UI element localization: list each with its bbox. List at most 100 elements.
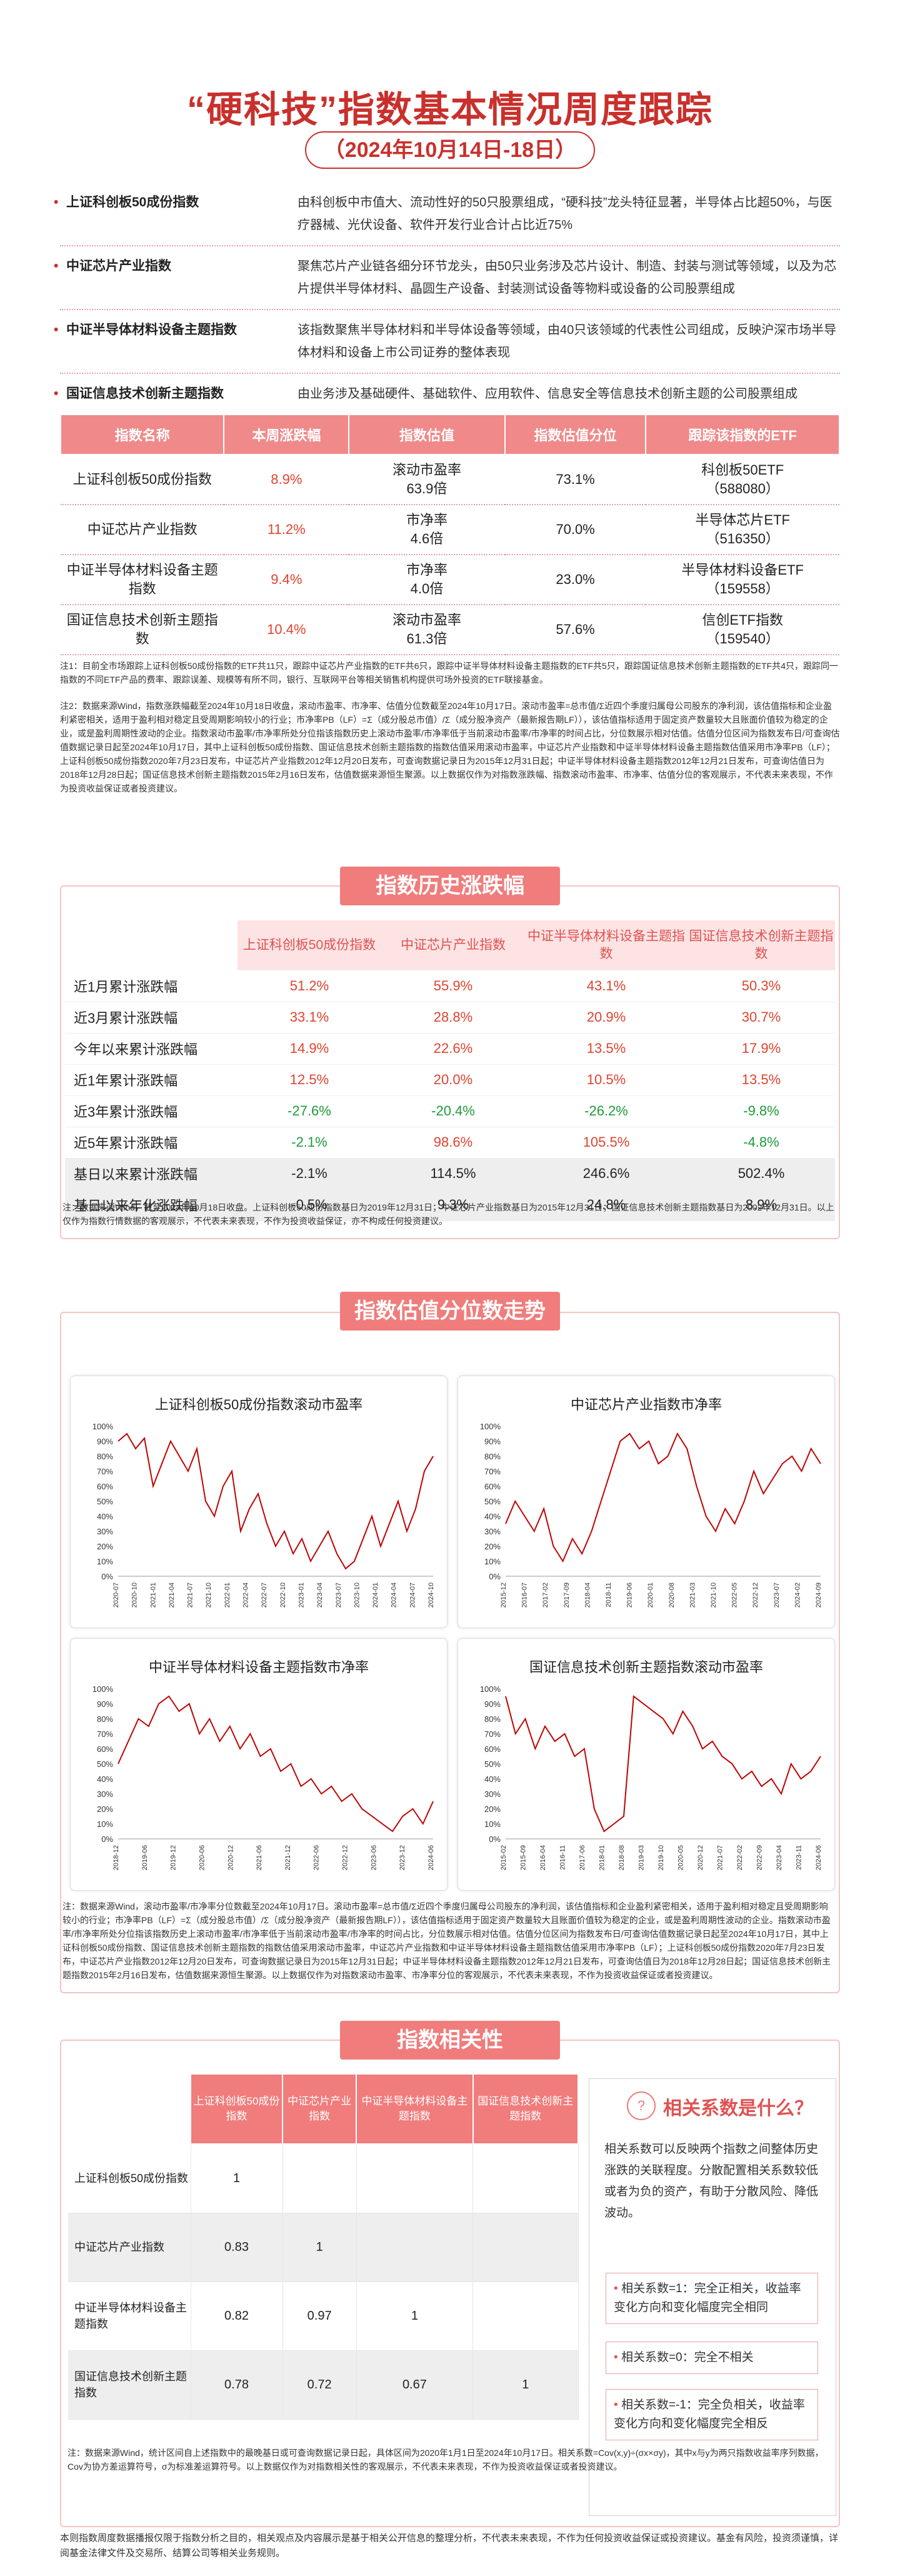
footnote-1: 注1：目前全市场跟踪上证科创板50成份指数的ETF共11只，跟踪中证芯片产业指数…	[60, 661, 839, 685]
index-description: 由科创板中市值大、流动性好的50只股票组成，“硬科技”龙头特征显著，半导体占比超…	[298, 196, 832, 232]
y-tick-label: 70%	[484, 1729, 501, 1739]
y-tick-label: 0%	[489, 1834, 501, 1844]
x-tick-label: 2021-10	[710, 1582, 718, 1607]
y-tick-label: 60%	[484, 1744, 501, 1754]
etf-code: （516350）	[706, 531, 779, 546]
x-tick-label: 2022-10	[279, 1582, 287, 1607]
valuation-value: 4.6倍	[410, 531, 444, 546]
valuation-cell: 市净率 4.6倍	[349, 505, 505, 555]
x-tick-label: 2020-12	[697, 1845, 704, 1870]
valuation-value: 61.3倍	[406, 631, 448, 647]
valuation-type: 滚动市盈率	[392, 612, 461, 628]
lightbulb-icon: ?	[627, 2091, 656, 2120]
x-tick-label: 2023-04	[316, 1582, 324, 1607]
return-cell: 22.6%	[381, 1033, 525, 1065]
col-header: 本周涨跌幅	[223, 414, 350, 455]
x-tick-label: 2021-10	[205, 1582, 212, 1607]
correlation-table: 上证科创板50成份指数 中证芯片产业指数 中证半导体材料设备主题指数 国证信息技…	[68, 2073, 579, 2420]
x-tick-label: 2017-09	[563, 1582, 571, 1607]
valuation-percentile-cell: 70.0%	[504, 505, 646, 555]
valuation-percentile-cell: 23.0%	[504, 555, 646, 605]
index-description-list: 上证科创板50成份指数 由科创板中市值大、流动性好的50只股票组成，“硬科技”龙…	[54, 183, 840, 415]
percentile-line	[118, 1432, 434, 1570]
correlation-definition-zero: • 相关系数=0：完全不相关	[606, 2342, 818, 2374]
index-name-cell: 上证科创板50成份指数	[61, 455, 224, 505]
y-tick-label: 100%	[480, 1422, 501, 1431]
table-row: 中证芯片产业指数 0.83 1	[68, 2213, 579, 2282]
y-tick-label: 70%	[97, 1467, 113, 1476]
y-tick-label: 60%	[97, 1482, 113, 1491]
index-name: 上证科创板50成份指数	[54, 191, 298, 236]
return-cell: -2.1%	[238, 1158, 381, 1190]
return-cell: 24.8%	[525, 1189, 688, 1221]
index-description: 聚焦芯片产业链各细分环节龙头，由50只业务涉及芯片设计、制造、封装与测试等领域，…	[298, 259, 837, 296]
correlation-explainer-title: 相关系数是什么？	[663, 2098, 813, 2119]
col-header: 跟踪该指数的ETF	[645, 414, 840, 455]
x-tick-label: 2023-11	[796, 1845, 803, 1870]
x-tick-label: 2016-04	[539, 1845, 547, 1870]
correlation-definition-positive: • 相关系数=1：完全正相关，收益率变化方向和变化幅度完全相同	[606, 2273, 818, 2324]
table-row: 上证科创板50成份指数 1	[68, 2144, 579, 2213]
col-header: 中证半导体材料设备主题指数	[356, 2073, 474, 2145]
index-name-cell: 国证信息技术创新主题指数	[61, 605, 224, 655]
y-tick-label: 60%	[484, 1482, 501, 1491]
x-tick-label: 2022-12	[342, 1845, 349, 1870]
return-cell: 105.5%	[525, 1127, 688, 1159]
table-row: 基日以来累计涨跌幅 -2.1% 114.5% 246.6% 502.4%	[65, 1158, 835, 1190]
row-label: 国证信息技术创新主题指数	[68, 2350, 191, 2420]
y-tick-label: 30%	[97, 1789, 113, 1799]
return-cell: 13.5%	[688, 1064, 835, 1096]
valuation-percentile-cell: 57.6%	[504, 605, 646, 655]
valuation-cell: 滚动市盈率 61.3倍	[349, 605, 505, 655]
row-label: 中证半导体材料设备主题指数	[68, 2282, 191, 2351]
x-tick-label: 2018-04	[584, 1582, 591, 1607]
return-cell: 8.9%	[688, 1189, 835, 1221]
col-header: 中证芯片产业指数	[381, 920, 525, 970]
y-tick-label: 100%	[92, 1422, 114, 1431]
y-tick-label: 100%	[92, 1684, 114, 1694]
col-header: 中证芯片产业指数	[281, 2073, 358, 2145]
y-tick-label: 10%	[484, 1557, 501, 1566]
chart-kc50-pe: 上证科创板50成份指数滚动市盈率 100% 90% 80% 70% 60% 50% 40% 3…	[70, 1376, 448, 1628]
x-tick-label: 2019-12	[170, 1845, 178, 1870]
etf-cell: 半导体芯片ETF （516350）	[646, 505, 839, 555]
x-tick-label: 2023-10	[353, 1582, 361, 1607]
y-tick-label: 20%	[484, 1542, 501, 1551]
y-tick-label: 30%	[484, 1789, 501, 1799]
x-tick-label: 2024-09	[815, 1582, 822, 1607]
definition-text: 相关系数=-1：完全负相关，收益率变化方向和变化幅度完全相反	[614, 2398, 805, 2430]
x-tick-label: 2024-06	[428, 1845, 435, 1870]
x-tick-label: 2023-07	[773, 1582, 781, 1607]
x-tick-label: 2023-12	[399, 1845, 406, 1870]
col-header	[68, 2073, 191, 2145]
x-tick-label: 2018-08	[618, 1845, 626, 1870]
valuation-type: 市净率	[406, 562, 448, 578]
return-cell: 20.9%	[525, 1002, 688, 1034]
y-tick-label: 10%	[97, 1819, 113, 1829]
etf-name: 科创板50ETF	[701, 462, 784, 478]
correlation-explainer-header: ? 相关系数是什么？	[627, 2089, 814, 2123]
table-row: 今年以来累计涨跌幅 14.9% 22.6% 13.5% 17.9%	[65, 1033, 835, 1065]
weekly-overview-table: 指数名称 本周涨跌幅 指数估值 指数估值分位 跟踪该指数的ETF 上证科创板50…	[59, 414, 840, 655]
x-tick-label: 2023-06	[370, 1845, 378, 1870]
valuation-cell: 滚动市盈率 63.9倍	[349, 455, 505, 505]
y-tick-label: 10%	[484, 1819, 501, 1829]
y-tick-label: 90%	[484, 1699, 501, 1709]
corr-cell: 1	[191, 2144, 283, 2213]
valuation-value: 4.0倍	[410, 581, 444, 596]
table-row: 国证信息技术创新主题指数 10.4% 滚动市盈率 61.3倍 57.6% 信创ET…	[61, 605, 839, 655]
y-tick-label: 0%	[489, 1572, 501, 1581]
chart-xinchuang-pe-plot: 100% 90% 80% 70% 60% 50% 40% 30% 20% 10% 0%2015-02…	[480, 1684, 822, 1870]
percentile-line	[505, 1695, 821, 1833]
index-name: 国证信息技术创新主题指数	[54, 383, 298, 405]
x-tick-label: 2024-10	[428, 1582, 435, 1607]
percentile-line	[118, 1695, 434, 1833]
bullet-icon: •	[614, 2351, 621, 2364]
x-tick-label: 2020-06	[198, 1845, 206, 1870]
y-tick-label: 30%	[484, 1527, 501, 1536]
corr-cell: 0.78	[191, 2350, 283, 2420]
y-tick-label: 0%	[101, 1834, 113, 1844]
row-label: 上证科创板50成份指数	[68, 2144, 191, 2213]
corr-cell	[472, 2144, 579, 2213]
return-cell: 246.6%	[525, 1158, 688, 1190]
